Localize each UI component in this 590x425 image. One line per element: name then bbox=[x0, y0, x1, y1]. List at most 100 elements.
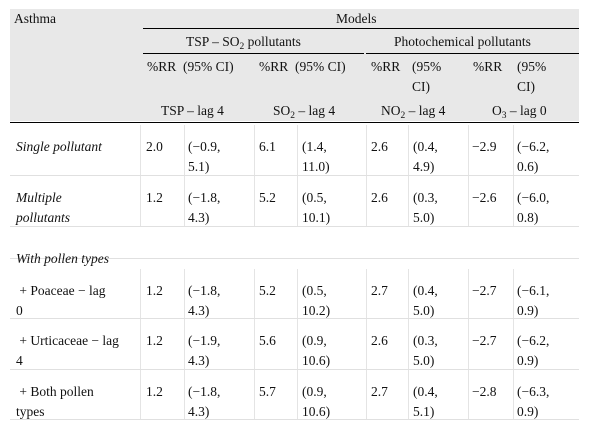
column-divider bbox=[366, 125, 367, 175]
so2-ci-value: (0.5, 10.1) bbox=[302, 190, 331, 225]
lag-no2: NO2 – lag 4 bbox=[381, 103, 446, 121]
column-divider bbox=[366, 319, 367, 369]
tsp-rr-value: 1.2 bbox=[146, 333, 163, 348]
column-divider bbox=[297, 319, 298, 369]
so2-rr-value: 5.7 bbox=[259, 384, 276, 399]
column-divider bbox=[254, 319, 255, 369]
column-divider bbox=[468, 319, 469, 369]
column-divider bbox=[140, 269, 141, 318]
row-divider bbox=[10, 226, 579, 227]
column-divider bbox=[513, 370, 514, 419]
o3-rr-value: −2.6 bbox=[472, 190, 497, 205]
so2-ci-value: (0.5, 10.2) bbox=[302, 283, 331, 318]
no2-rr-value: 2.6 bbox=[371, 333, 388, 348]
no2-ci-value: (0.4, 4.9) bbox=[413, 139, 438, 174]
tsp-ci-value: (−1.8, 4.3) bbox=[188, 283, 221, 318]
row-label: With pollen types bbox=[16, 251, 109, 266]
column-divider bbox=[184, 176, 185, 226]
column-divider bbox=[297, 370, 298, 419]
column-divider bbox=[184, 319, 185, 369]
column-divider bbox=[140, 370, 141, 419]
tsp-ci-value: (−1.8, 4.3) bbox=[188, 190, 221, 225]
row-divider bbox=[10, 258, 579, 259]
row-divider bbox=[10, 318, 579, 319]
rr-label-no2: %RR bbox=[371, 59, 401, 74]
no2-ci-value: (0.4, 5.0) bbox=[413, 283, 438, 318]
column-divider bbox=[408, 176, 409, 226]
rr-label-o3: %RR bbox=[473, 59, 503, 74]
so2-rr-value: 6.1 bbox=[259, 139, 276, 154]
column-divider bbox=[366, 269, 367, 318]
column-divider bbox=[254, 176, 255, 226]
o3-rr-value: −2.7 bbox=[472, 333, 497, 348]
o3-ci-value: (−6.2, 0.9) bbox=[517, 333, 550, 368]
column-divider bbox=[140, 319, 141, 369]
group-rule-1 bbox=[143, 53, 364, 54]
column-divider bbox=[408, 269, 409, 318]
tsp-rr-value: 1.2 bbox=[146, 283, 163, 298]
column-divider bbox=[140, 176, 141, 226]
o3-rr-value: −2.9 bbox=[472, 139, 497, 154]
column-divider bbox=[184, 370, 185, 419]
lag-tsp: TSP – lag 4 bbox=[161, 103, 224, 118]
column-divider bbox=[408, 319, 409, 369]
rr-label-so2: %RR (95% CI) bbox=[259, 59, 346, 74]
no2-rr-value: 2.7 bbox=[371, 384, 388, 399]
o3-ci-value: (−6.0, 0.8) bbox=[517, 190, 550, 225]
table-header bbox=[10, 9, 579, 121]
column-divider bbox=[254, 370, 255, 419]
column-divider bbox=[468, 269, 469, 318]
tsp-ci-value: (−0.9, 5.1) bbox=[188, 139, 221, 174]
column-divider bbox=[297, 125, 298, 175]
tsp-rr-value: 2.0 bbox=[146, 139, 163, 154]
column-divider bbox=[513, 319, 514, 369]
column-divider bbox=[297, 176, 298, 226]
row-label: + Poaceae − lag 0 bbox=[16, 283, 106, 318]
ci-label-no2: (95% CI) bbox=[412, 59, 442, 94]
header-rule bbox=[143, 28, 579, 29]
row-divider bbox=[10, 419, 579, 420]
header-models: Models bbox=[336, 11, 377, 26]
so2-ci-value: (0.9, 10.6) bbox=[302, 333, 331, 368]
o3-rr-value: −2.7 bbox=[472, 283, 497, 298]
column-divider bbox=[513, 269, 514, 318]
tsp-ci-value: (−1.8, 4.3) bbox=[188, 384, 221, 419]
header-bottom-rule bbox=[10, 122, 579, 123]
tsp-rr-value: 1.2 bbox=[146, 190, 163, 205]
rr-label-tsp: %RR (95% CI) bbox=[147, 59, 234, 74]
group-tsp-so2: TSP – SO2 pollutants bbox=[186, 34, 301, 52]
no2-rr-value: 2.7 bbox=[371, 283, 388, 298]
column-divider bbox=[366, 370, 367, 419]
no2-ci-value: (0.3, 5.0) bbox=[413, 190, 438, 225]
so2-rr-value: 5.2 bbox=[259, 283, 276, 298]
row-label: + Urticaceae − lag 4 bbox=[16, 333, 119, 368]
no2-ci-value: (0.4, 5.1) bbox=[413, 384, 438, 419]
tsp-ci-value: (−1.9, 4.3) bbox=[188, 333, 221, 368]
so2-rr-value: 5.2 bbox=[259, 190, 276, 205]
no2-ci-value: (0.3, 5.0) bbox=[413, 333, 438, 368]
column-divider bbox=[297, 269, 298, 318]
column-divider bbox=[254, 125, 255, 175]
column-divider bbox=[184, 125, 185, 175]
header-corner: Asthma bbox=[14, 11, 56, 26]
o3-ci-value: (−6.2, 0.6) bbox=[517, 139, 550, 174]
lag-o3: O3 – lag 0 bbox=[492, 103, 547, 121]
column-divider bbox=[254, 269, 255, 318]
row-label: Multiple pollutants bbox=[16, 190, 71, 225]
column-divider bbox=[468, 176, 469, 226]
column-divider bbox=[408, 370, 409, 419]
column-divider bbox=[468, 370, 469, 419]
group-rule-2 bbox=[366, 53, 579, 54]
o3-ci-value: (−6.3, 0.9) bbox=[517, 384, 550, 419]
column-divider bbox=[408, 125, 409, 175]
row-label: Single pollutant bbox=[16, 139, 102, 154]
row-divider bbox=[10, 369, 579, 370]
o3-ci-value: (−6.1, 0.9) bbox=[517, 283, 550, 318]
row-divider bbox=[10, 175, 579, 176]
ci-label-o3: (95% CI) bbox=[517, 59, 547, 94]
column-divider bbox=[140, 125, 141, 175]
so2-ci-value: (0.9, 10.6) bbox=[302, 384, 331, 419]
row-label: + Both pollen types bbox=[16, 384, 94, 419]
so2-ci-value: (1.4, 11.0) bbox=[302, 139, 330, 174]
column-divider bbox=[184, 269, 185, 318]
